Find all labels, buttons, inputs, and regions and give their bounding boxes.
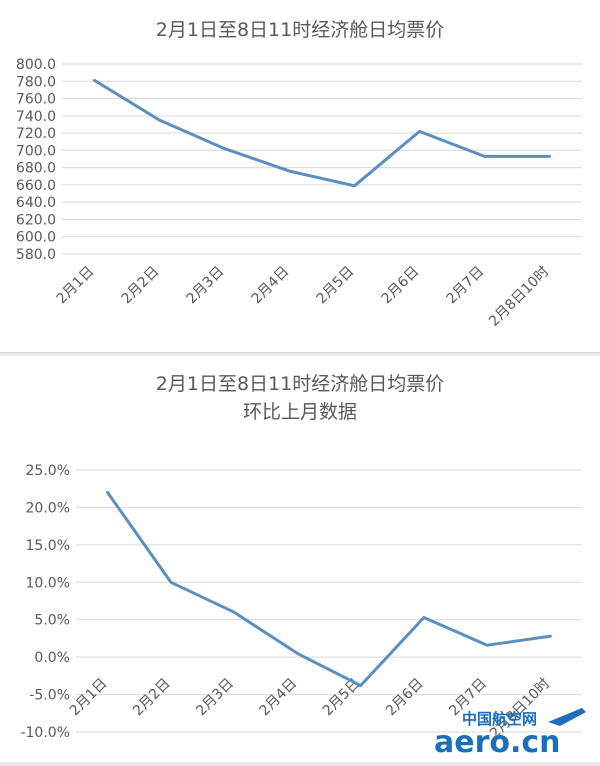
y-tick-label: -10.0% bbox=[20, 725, 70, 741]
y-tick-label: 740.0 bbox=[16, 109, 56, 125]
y-tick-label: 680.0 bbox=[16, 161, 56, 177]
y-tick-label: -5.0% bbox=[29, 688, 70, 704]
y-tick-label: 580.0 bbox=[16, 247, 56, 263]
chart-title: 2月1日至8日11时经济舱日均票价 bbox=[156, 373, 444, 395]
watermark-domain: aero.cn bbox=[434, 725, 561, 756]
chart-subtitle: 环比上月数据 bbox=[243, 401, 357, 423]
series-line bbox=[93, 78, 551, 188]
y-tick-label: 5.0% bbox=[34, 613, 70, 629]
x-tick-label: 2月6日 bbox=[379, 264, 423, 308]
chart-title: 2月1日至8日11时经济舱日均票价 bbox=[156, 19, 444, 41]
x-tick-label: 2月3日 bbox=[193, 676, 237, 720]
x-tick-label: 2月8日10时 bbox=[486, 264, 552, 330]
x-tick-label: 2月2日 bbox=[130, 676, 174, 720]
aero-cn-logo: 中国航空网 aero.cn bbox=[434, 708, 586, 756]
watermark-site-name: 中国航空网 bbox=[462, 710, 537, 728]
y-tick-label: 760.0 bbox=[16, 92, 56, 108]
y-tick-label: 640.0 bbox=[16, 195, 56, 211]
x-tick-label: 2月4日 bbox=[249, 264, 293, 308]
y-tick-label: 700.0 bbox=[16, 143, 56, 159]
x-tick-label: 2月4日 bbox=[256, 676, 300, 720]
chart-panel-mom: 2月1日至8日11时经济舱日均票价 环比上月数据 -10.0% -5.0% 0.0% 5.… bbox=[0, 356, 600, 762]
y-tick-label: 10.0% bbox=[26, 575, 70, 591]
x-tick-label: 2月2日 bbox=[119, 264, 163, 308]
x-tick-label: 2月3日 bbox=[184, 264, 228, 308]
y-tick-label: 720.0 bbox=[16, 126, 56, 142]
x-tick-label: 2月7日 bbox=[444, 264, 488, 308]
y-tick-label: 660.0 bbox=[16, 178, 56, 194]
x-tick-label: 2月5日 bbox=[314, 264, 358, 308]
x-tick-label: 2月1日 bbox=[67, 676, 111, 720]
x-tick-label: 2月6日 bbox=[383, 676, 427, 720]
y-tick-label: 20.0% bbox=[26, 500, 70, 516]
chart-panel-price: 2月1日至8日11时经济舱日均票价 580.0 600.0 620.0 640.0 660… bbox=[0, 0, 600, 353]
x-tick-label: 2月1日 bbox=[54, 264, 98, 308]
y-tick-label: 620.0 bbox=[16, 212, 56, 228]
series-line bbox=[106, 491, 552, 688]
y-tick-label: 800.0 bbox=[16, 57, 56, 73]
y-tick-label: 0.0% bbox=[34, 650, 70, 666]
y-tick-label: 600.0 bbox=[16, 230, 56, 246]
y-tick-label: 780.0 bbox=[16, 74, 56, 90]
y-tick-label: 15.0% bbox=[26, 538, 70, 554]
plane-icon bbox=[548, 708, 586, 726]
y-tick-label: 25.0% bbox=[26, 463, 70, 479]
